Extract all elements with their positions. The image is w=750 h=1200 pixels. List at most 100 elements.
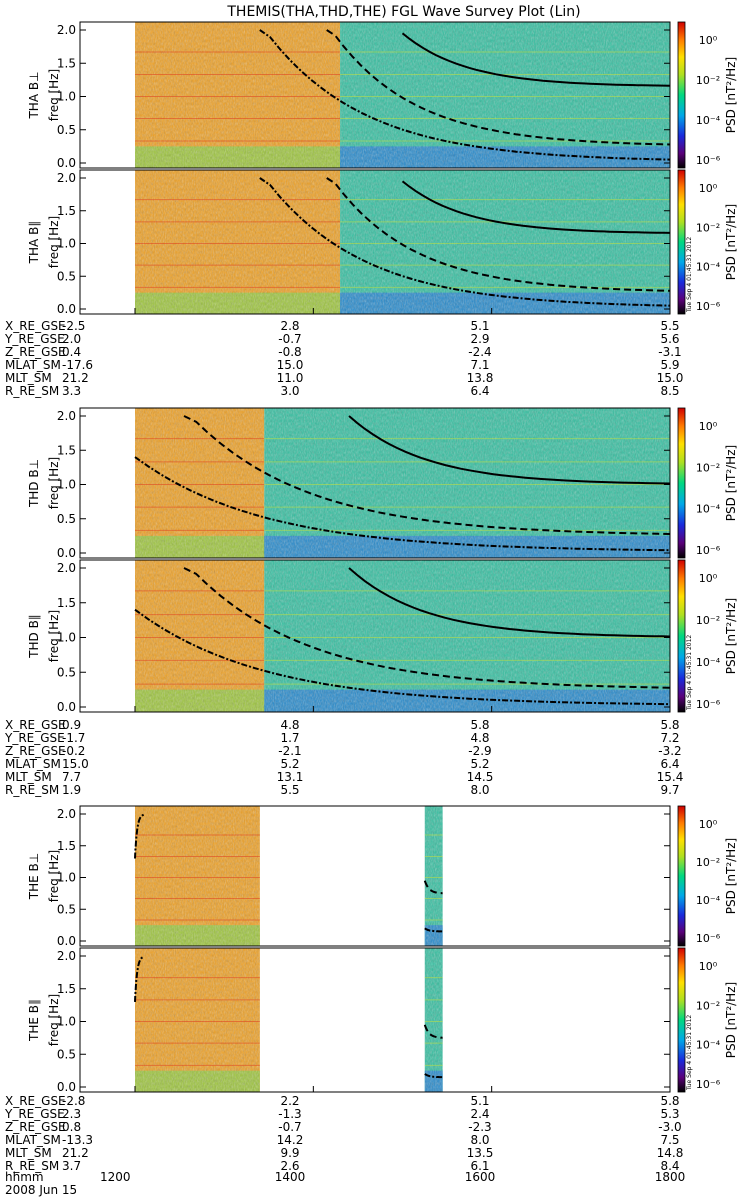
colorbar xyxy=(677,805,686,947)
ephemeris-label: MLT_SM xyxy=(5,1146,52,1160)
y-axis-label: freq [Hz] xyxy=(47,850,61,902)
y-tick-label: 1.5 xyxy=(57,443,76,457)
ephemeris-label: Z_RE_GSE xyxy=(5,1120,66,1134)
ephemeris-value: -3.1 xyxy=(658,345,681,359)
colorbar-tick-label: 10⁻² xyxy=(696,999,720,1012)
colorbar-tick-label: 10⁻² xyxy=(696,221,720,234)
spectrogram-panel: 0.0 0.5 1.0 1.5 2.0 THD B⊥ freq [Hz] 10⁰ 10⁻² 10⁻… xyxy=(27,407,738,560)
ephemeris-value: 3.3 xyxy=(62,384,81,398)
ephemeris-value: 2.4 xyxy=(470,1107,489,1121)
spectrogram-texture xyxy=(135,22,341,168)
ephemeris-value: 4.8 xyxy=(470,731,489,745)
ephemeris-value: 8.5 xyxy=(660,384,679,398)
spectrogram-texture xyxy=(135,948,260,1092)
ephemeris-value: 13.8 xyxy=(467,371,494,385)
overlay-curve xyxy=(424,1073,443,1079)
y-axis-label: freq [Hz] xyxy=(47,457,61,509)
timestamp-stamp: Tue Sep 4 01:45:31 2012 xyxy=(686,635,693,711)
colorbar-tick-label: 10⁰ xyxy=(699,818,718,831)
y-tick-label: 1.0 xyxy=(57,478,76,492)
overlay-curve xyxy=(183,567,671,689)
y-tick-label: 2.0 xyxy=(57,171,76,185)
spectrogram-texture xyxy=(340,22,670,168)
spectrogram-panel: 0.0 0.5 1.0 1.5 2.0 THE B⊥ freq [Hz] 10⁰ 10⁻² 10⁻… xyxy=(27,805,738,948)
ephemeris-value: 7.2 xyxy=(660,731,679,745)
ephemeris-value: 14.5 xyxy=(467,770,494,784)
ephemeris-value: -13.3 xyxy=(62,1133,93,1147)
y-tick-label: 1.0 xyxy=(57,237,76,251)
ephemeris-value: 3.0 xyxy=(280,384,299,398)
y-tick-label: 0.0 xyxy=(57,1080,76,1094)
colorbar xyxy=(677,407,686,559)
overlay-curve xyxy=(134,456,671,552)
y-tick-label: 0.0 xyxy=(57,546,76,560)
ephemeris-label: MLAT_SM xyxy=(5,757,61,771)
ephemeris-value: -2.5 xyxy=(62,319,85,333)
ephemeris-value: -1.3 xyxy=(278,1107,301,1121)
ephemeris-value: 6.4 xyxy=(470,384,489,398)
spectrogram-texture xyxy=(135,170,341,314)
ephemeris-value: 11.0 xyxy=(277,371,304,385)
ephemeris-value: 13.1 xyxy=(277,770,304,784)
ephemeris-value: 5.3 xyxy=(660,1107,679,1121)
overlay-curve xyxy=(423,1024,443,1039)
time-tick-label: 1600 xyxy=(465,1170,496,1184)
colorbar-tick-label: 10⁻⁶ xyxy=(696,698,721,711)
y-tick-label: 0.0 xyxy=(57,302,76,316)
spectrogram-texture xyxy=(135,806,260,946)
ephemeris-value: 8.0 xyxy=(470,1133,489,1147)
overlay-curve xyxy=(401,32,671,87)
y-tick-label: 0.0 xyxy=(57,934,76,948)
colorbar-tick-label: 10⁻⁶ xyxy=(696,154,721,167)
colorbar-tick-label: 10⁰ xyxy=(699,420,718,433)
overlay-curve xyxy=(134,813,145,859)
y-axis-label: freq [Hz] xyxy=(47,216,61,268)
y-tick-label: 2.0 xyxy=(57,949,76,963)
y-tick-label: 0.5 xyxy=(57,269,76,283)
overlay-curve xyxy=(348,415,671,485)
colorbar xyxy=(677,21,686,169)
overlay-curve xyxy=(134,608,671,706)
ephemeris-value: -0.7 xyxy=(278,1120,301,1134)
overlay-curve xyxy=(424,927,443,933)
ephemeris-label: R_RE_SM xyxy=(5,1159,59,1173)
ephemeris-value: 2.0 xyxy=(62,332,81,346)
ephemeris-value: 15.0 xyxy=(657,371,684,385)
ephemeris-value: 2.2 xyxy=(280,1094,299,1108)
ephemeris-value: -2.4 xyxy=(468,345,491,359)
ephemeris-value: 1.9 xyxy=(62,783,81,797)
overlay-curve xyxy=(326,29,671,146)
ephemeris-value: 2.3 xyxy=(62,1107,81,1121)
overlay-curve xyxy=(134,955,145,1002)
overlay-curve xyxy=(348,567,671,638)
colorbar-tick-label: 10⁰ xyxy=(699,572,718,585)
y-tick-label: 0.5 xyxy=(57,665,76,679)
colorbar-label: PSD [nT²/Hz] xyxy=(724,982,738,1058)
ephemeris-value: 9.7 xyxy=(660,783,679,797)
time-tick-label: 1200 xyxy=(100,1170,131,1184)
y-tick-label: 0.5 xyxy=(57,512,76,526)
y-tick-label: 1.5 xyxy=(57,56,76,70)
colorbar xyxy=(677,559,686,713)
ephemeris-value: -2.8 xyxy=(62,1094,85,1108)
ephemeris-label: MLAT_SM xyxy=(5,358,61,372)
colorbar-tick-label: 10⁻² xyxy=(696,74,720,87)
y-tick-label: 1.0 xyxy=(57,871,76,885)
ephemeris-label: Y_RE_GSE xyxy=(4,731,65,745)
ephemeris-value: -17.6 xyxy=(62,358,93,372)
colorbar xyxy=(677,947,686,1093)
ephemeris-value: 0.4 xyxy=(62,345,81,359)
colorbar-tick-label: 10⁻² xyxy=(696,856,720,869)
ephemeris-value: 5.5 xyxy=(280,783,299,797)
timestamp-stamp: Tue Sep 4 01:45:31 2012 xyxy=(686,237,693,313)
spectrogram-panel: 0.0 0.5 1.0 1.5 2.0 THD B∥ freq [Hz] 10⁰ 10⁻² 10⁻… xyxy=(27,559,738,714)
colorbar-tick-label: 10⁰ xyxy=(699,960,718,973)
time-tick-label: 1400 xyxy=(275,1170,306,1184)
ephemeris-label: X_RE_GSE xyxy=(5,319,66,333)
ephemeris-value: 5.1 xyxy=(470,1094,489,1108)
ephemeris-value: 5.2 xyxy=(470,757,489,771)
ephemeris-value: 14.2 xyxy=(277,1133,304,1147)
ephemeris-value: 0.8 xyxy=(62,1120,81,1134)
